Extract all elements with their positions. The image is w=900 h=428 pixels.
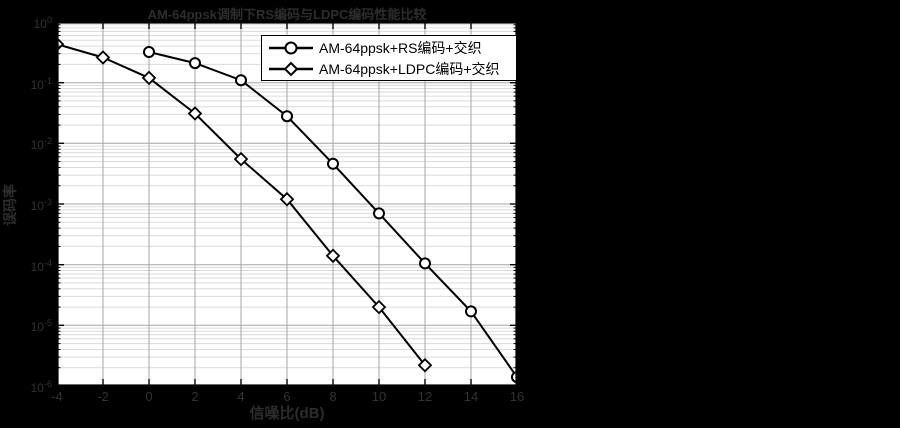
plot-area (57, 22, 517, 386)
y-tick-label: 100 (33, 15, 52, 31)
y-tick-label: 10-6 (30, 379, 52, 395)
legend-item: AM-64ppsk+RS编码+交织 (268, 37, 516, 58)
x-tick-label: 6 (283, 389, 291, 404)
x-tick-label: 0 (145, 389, 153, 404)
y-tick-label: 10-2 (30, 136, 52, 153)
x-tick-label: 4 (237, 389, 245, 404)
x-tick-label: -2 (97, 389, 109, 404)
chart-title: AM-64ppsk调制下RS编码与LDPC编码性能比较 (147, 7, 427, 22)
x-tick-label: 12 (417, 389, 433, 404)
legend: AM-64ppsk+RS编码+交织 AM-64ppsk+LDPC编码+交织 (261, 35, 517, 81)
x-tick-label: 16 (509, 389, 525, 404)
x-tick-label: 2 (191, 389, 199, 404)
series-markers-0 (143, 46, 517, 384)
legend-label: AM-64ppsk+LDPC编码+交织 (319, 60, 500, 77)
y-tick-label: 10-3 (30, 197, 52, 213)
legend-diamond-marker-icon (269, 61, 313, 76)
x-axis-label: 信噪比(dB) (249, 405, 325, 422)
series-markers-1 (57, 36, 433, 373)
chart-canvas (57, 22, 517, 386)
y-axis-label: 误码率 (2, 184, 18, 226)
y-tick-label: 10-5 (30, 318, 52, 335)
x-tick-label: 14 (463, 389, 479, 404)
x-tick-label: 10 (371, 389, 387, 404)
legend-circle-marker-icon (269, 41, 313, 54)
x-tick-label: 8 (329, 389, 337, 404)
y-tick-label: 10-1 (30, 75, 52, 92)
x-tick-label: -4 (51, 389, 63, 404)
legend-label: AM-64ppsk+RS编码+交织 (319, 39, 482, 56)
y-tick-label: 10-4 (30, 257, 52, 274)
legend-item: AM-64ppsk+LDPC编码+交织 (268, 58, 516, 79)
